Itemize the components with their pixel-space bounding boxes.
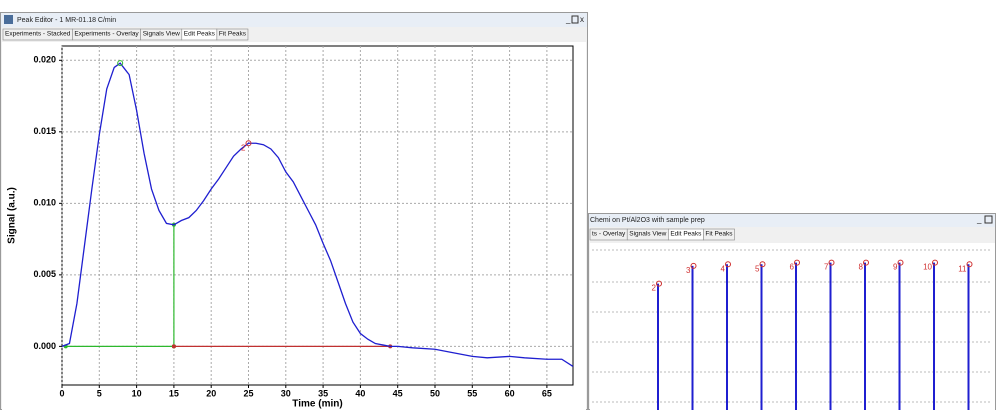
tab-label[interactable]: Signals View	[629, 231, 666, 238]
chart: 2 3 4 5 6 7 8 9 10 11	[652, 259, 973, 410]
x-tick-label: 60	[505, 388, 515, 398]
app-icon	[4, 15, 13, 24]
tab-label[interactable]: ts - Overlay	[592, 231, 626, 238]
title-bar	[589, 214, 995, 227]
window-controls[interactable]: _ x	[565, 15, 584, 24]
tab-label[interactable]: Fit Peaks	[705, 231, 733, 238]
peak-marker	[897, 259, 904, 266]
x-tick-label: 35	[318, 388, 328, 398]
x-tick-label: 20	[206, 388, 216, 398]
x-tick-label: 65	[542, 388, 552, 398]
peak-label: 3	[686, 266, 691, 275]
peak-marker	[863, 259, 869, 266]
window-title: Peak Editor - 1 MR-01.18 C/min	[17, 17, 116, 24]
peak-marker	[690, 262, 697, 269]
y-tick-label: 0.010	[33, 198, 56, 208]
peak-marker	[656, 280, 662, 287]
baseline-point	[171, 344, 176, 349]
tab-label[interactable]: Edit Peaks	[670, 231, 702, 238]
x-tick-label: 55	[467, 388, 477, 398]
y-tick-label: 0.005	[33, 269, 56, 279]
peak-marker	[828, 259, 835, 266]
tab[interactable]	[216, 28, 249, 41]
peak-marker	[794, 259, 800, 266]
tab-label[interactable]: Experiments - Overlay	[74, 31, 139, 38]
peak-label: 2	[241, 143, 246, 152]
x-tick-label: 10	[132, 388, 142, 398]
tab-label[interactable]: Signals View	[143, 31, 180, 38]
chart: 0 5 10 15 20 25 30 35 40 45 50 55 60 65 0.000 0.005 0.01…	[7, 46, 574, 410]
x-tick-label: 0	[59, 388, 64, 398]
tab-label[interactable]: Edit Peaks	[184, 31, 216, 38]
maximize[interactable]	[571, 15, 579, 24]
tab-bar: ts - Overlay Signals View Edit Peaks Fit Pe…	[589, 228, 735, 241]
minimize[interactable]: _	[565, 15, 571, 24]
minimize[interactable]: _	[976, 215, 982, 224]
x-tick-label: 45	[393, 388, 403, 398]
x-axis-label: Time (min)	[292, 399, 342, 410]
peak-marker	[117, 60, 124, 67]
window-controls[interactable]: _	[976, 215, 993, 224]
window-title: Chemi on Pt/Al2O3 with sample prep	[590, 217, 705, 224]
peak-marker	[759, 261, 766, 268]
tab-label[interactable]: Fit Peaks	[219, 31, 247, 38]
peak-label: 8	[859, 263, 864, 272]
signal-line	[61, 62, 574, 367]
tab[interactable]	[703, 228, 735, 241]
peak-marker	[245, 140, 252, 147]
tab-bar: Experiments - Stacked Experiments - Overl…	[2, 28, 249, 41]
x-tick-label: 5	[97, 388, 102, 398]
peak-label: 10	[923, 263, 932, 272]
peak-marker	[966, 261, 973, 268]
close[interactable]: x	[580, 15, 584, 24]
x-tick-label: 25	[243, 388, 253, 398]
peak-label: 4	[721, 264, 726, 273]
peak-label: 5	[755, 264, 760, 273]
peak-label: 6	[790, 263, 795, 272]
peak-marker	[932, 259, 938, 266]
peak-marker	[725, 261, 731, 268]
tab-label[interactable]: Experiments - Stacked	[5, 31, 71, 38]
title-bar	[1, 13, 587, 27]
y-axis-label: Signal (a.u.)	[7, 187, 18, 244]
y-tick-label: 0.000	[33, 341, 56, 351]
x-tick-label: 50	[430, 388, 440, 398]
x-tick-label: 30	[281, 388, 291, 398]
maximize[interactable]	[984, 215, 993, 224]
x-tick-label: 15	[169, 388, 179, 398]
x-tick-label: 40	[355, 388, 365, 398]
chart-area	[2, 42, 586, 410]
peak-label: 9	[893, 263, 898, 272]
peak-label: 11	[958, 264, 967, 273]
peak-label: 2	[652, 284, 657, 293]
peak-label: 7	[824, 263, 829, 272]
y-tick-label: 0.020	[33, 55, 56, 65]
y-tick-label: 0.015	[33, 126, 56, 136]
